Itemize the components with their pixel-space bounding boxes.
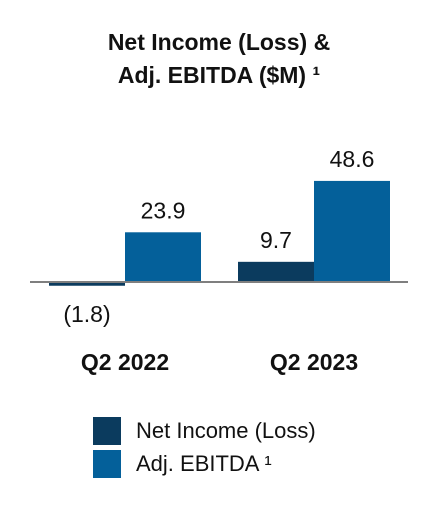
bar-adj-ebitda-q2-2023 [314,180,390,282]
category-label-q2-2023: Q2 2023 [270,349,358,375]
bar-net-income-loss-q2-2023 [238,261,314,282]
bar-net-income-loss-q2-2022 [49,282,125,286]
legend-label-net-income: Net Income (Loss) [136,418,316,443]
chart-title: Net Income (Loss) & Adj. EBITDA ($M) ¹ [0,26,438,92]
value-labels-group: (1.8) 23.9 9.7 48.6 [63,146,374,327]
legend-swatch-net-income [93,417,121,445]
value-label-adj-ebitda-q2-2022: 23.9 [141,197,186,223]
legend: Net Income (Loss) Adj. EBITDA ¹ [93,416,316,482]
legend-swatch-adj-ebitda [93,450,121,478]
chart-title-line-1: Net Income (Loss) & [107,29,331,55]
category-labels-group: Q2 2022 Q2 2023 [81,349,358,375]
bars-group [49,180,390,286]
value-label-net-income-loss-q2-2023: 9.7 [260,227,292,253]
chart-title-line-2: Adj. EBITDA ($M) ¹ [117,62,321,88]
bar-adj-ebitda-q2-2022 [125,232,201,282]
legend-item-net-income: Net Income (Loss) [93,416,316,446]
value-label-net-income-loss-q2-2022: (1.8) [63,301,110,327]
category-label-q2-2022: Q2 2022 [81,349,169,375]
value-label-adj-ebitda-q2-2023: 48.6 [330,146,375,172]
bar-chart: (1.8) 23.9 9.7 48.6 Q2 2022 Q2 2023 [30,146,408,375]
legend-label-adj-ebitda: Adj. EBITDA ¹ [136,451,272,476]
legend-item-adj-ebitda: Adj. EBITDA ¹ [93,449,316,479]
